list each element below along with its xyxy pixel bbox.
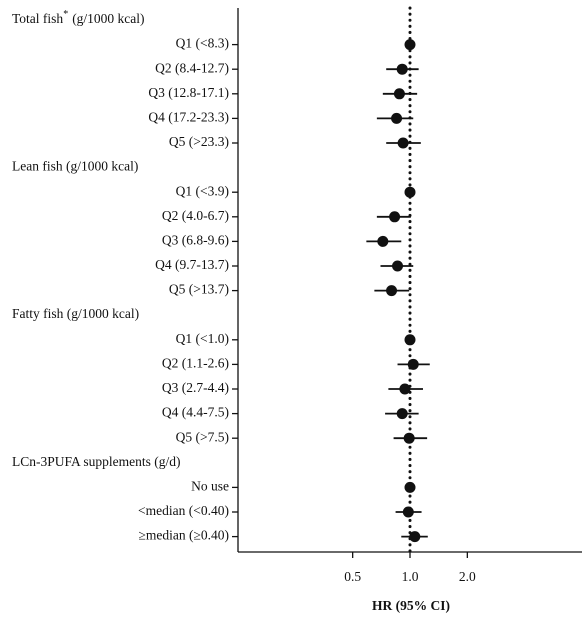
- row-label: Q4 (17.2-23.3): [148, 109, 229, 124]
- hr-point: [386, 285, 398, 297]
- x-tick-label: 2.0: [459, 569, 476, 584]
- row-label: <median (<0.40): [138, 503, 229, 518]
- row-label: Q4 (4.4-7.5): [162, 405, 229, 420]
- group-header: Fatty fish (g/1000 kcal): [12, 306, 139, 321]
- row-label: No use: [191, 478, 229, 493]
- hr-point: [396, 63, 408, 75]
- hr-point: [403, 432, 415, 444]
- hr-point: [402, 506, 414, 518]
- hr-point: [393, 88, 405, 100]
- group-header: Total fish* (g/1000 kcal): [12, 9, 145, 26]
- row-label: ≥median (≥0.40): [138, 528, 229, 543]
- x-tick-label: 1.0: [402, 569, 419, 584]
- row-label: Q5 (>23.3): [169, 134, 229, 149]
- group-name: Lean fish (g/1000 kcal): [12, 159, 138, 174]
- row-label: Q4 (9.7-13.7): [155, 257, 229, 272]
- x-axis-label: HR (95% CI): [372, 598, 450, 613]
- hr-point: [392, 260, 404, 272]
- hr-point: [399, 383, 411, 395]
- hr-point: [396, 408, 408, 420]
- footnote-marker: *: [63, 9, 68, 20]
- row-label: Q3 (2.7-4.4): [162, 380, 229, 395]
- row-label: Q1 (<1.0): [176, 331, 229, 346]
- group-header: LCn-3PUFA supplements (g/d): [12, 454, 181, 469]
- row-label: Q1 (<8.3): [176, 36, 229, 51]
- hr-point: [377, 235, 389, 247]
- hr-point: [407, 358, 419, 370]
- row-label: Q2 (8.4-12.7): [155, 60, 229, 75]
- row-label: Q5 (>13.7): [169, 282, 229, 297]
- row-label: Q5 (>7.5): [176, 429, 229, 444]
- x-tick-label: 0.5: [344, 569, 361, 584]
- group-unit: (g/1000 kcal): [72, 11, 144, 26]
- hr-point: [404, 39, 416, 51]
- hr-point: [409, 531, 421, 543]
- row-label: Q2 (4.0-6.7): [162, 208, 229, 223]
- group-name: Total fish: [12, 11, 63, 26]
- group-name: Fatty fish (g/1000 kcal): [12, 306, 139, 321]
- hr-point: [404, 334, 416, 346]
- hr-point: [404, 186, 416, 198]
- hr-point: [389, 211, 401, 223]
- row-label: Q3 (6.8-9.6): [162, 232, 229, 247]
- group-name: LCn-3PUFA supplements (g/d): [12, 454, 181, 469]
- row-label: Q1 (<3.9): [176, 183, 229, 198]
- hr-point: [404, 481, 416, 493]
- row-label: Q2 (1.1-2.6): [162, 355, 229, 370]
- group-header: Lean fish (g/1000 kcal): [12, 159, 138, 174]
- row-label: Q3 (12.8-17.1): [148, 85, 229, 100]
- hr-point: [391, 112, 403, 124]
- hr-point: [397, 137, 409, 149]
